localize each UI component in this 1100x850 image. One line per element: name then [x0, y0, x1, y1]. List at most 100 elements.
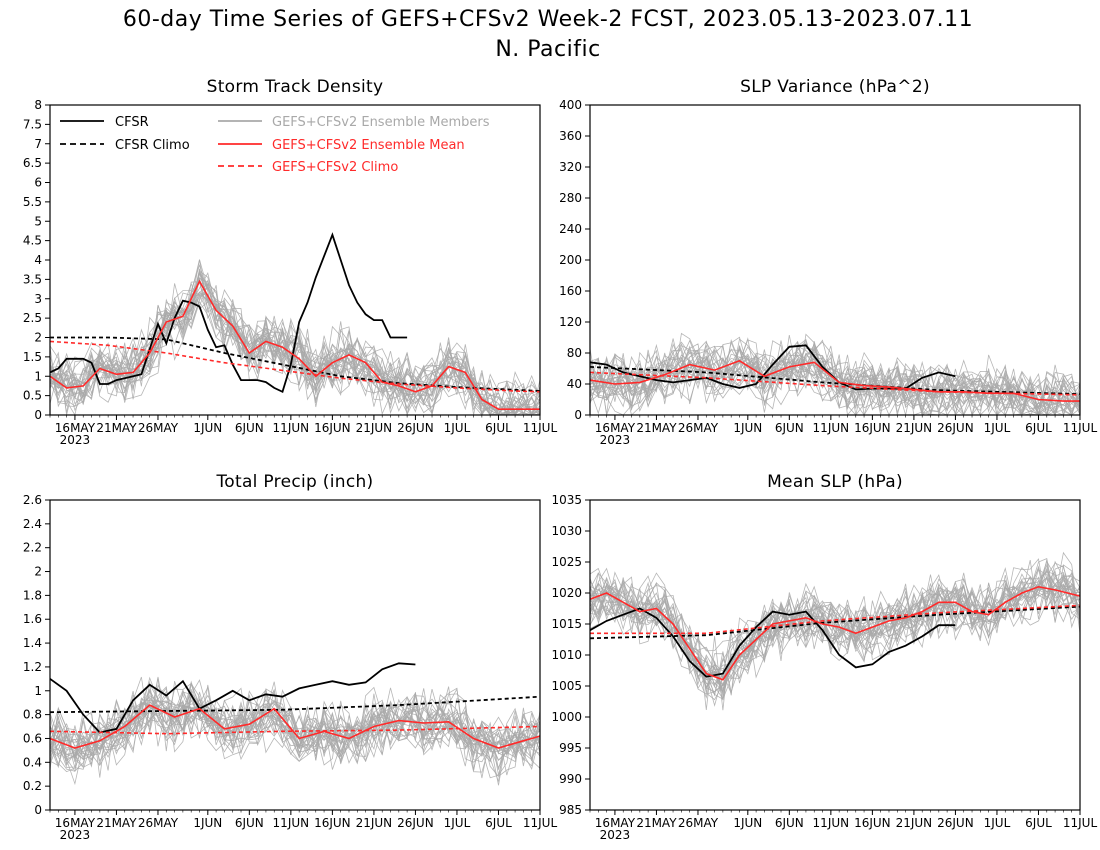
ensemble-member-line: [50, 695, 540, 763]
ensemble-member-line: [50, 277, 540, 415]
series-line-cfsr: [50, 662, 416, 734]
x-tick-label: 6JUN: [235, 421, 264, 435]
x-axis: 16MAY 21MAY 26MAY 1JUN 6JUN 11JUN 16JUN 21JUN 26…: [49, 810, 557, 842]
chart-panel-total-precip-inch: Total Precip (inch) 0 0.2 0.4 0.6 0.8 1 1.2 1.4 1…: [23, 472, 558, 842]
y-tick-label: 1.6: [23, 612, 42, 626]
y-tick-label: 1: [34, 369, 42, 383]
y-tick-label: 1: [34, 684, 42, 698]
y-tick-label: 0: [34, 803, 42, 817]
y-tick-label: 3.5: [23, 272, 42, 286]
y-tick-label: 1.2: [23, 660, 42, 674]
x-tick-label: 11JUN: [273, 816, 310, 830]
x-tick-label: 21MAY: [96, 816, 137, 830]
y-tick-label: 0: [574, 408, 582, 422]
series-line-gefs-cfsv2-climo: [590, 604, 1080, 635]
x-tick-label: 16JUN: [314, 421, 351, 435]
x-tick-label: 16JUN: [854, 816, 891, 830]
ensemble-member-line: [50, 688, 540, 760]
x-year-label: 2023: [600, 828, 631, 842]
x-tick-label: 1JUL: [444, 816, 471, 830]
legend-label-cfsr: CFSR: [115, 115, 149, 130]
x-tick-label: 21MAY: [636, 816, 677, 830]
series-line-cfsr-climo: [590, 605, 1080, 640]
x-tick-label: 16JUN: [854, 421, 891, 435]
legend-label-gefs-cfsv2-climo: GEFS+CFSv2 Climo: [272, 160, 398, 175]
y-tick-label: 4: [34, 253, 42, 267]
plot-frame: [49, 499, 541, 811]
y-tick-label: 1025: [551, 555, 582, 569]
y-tick-label: 2: [34, 565, 42, 579]
x-tick-label: 1JUL: [984, 816, 1011, 830]
x-tick-label: 26MAY: [678, 816, 719, 830]
y-tick-label: 0.2: [23, 779, 42, 793]
y-axis: 0 40 80 120 160 200 240 280 320 360 400: [559, 98, 590, 422]
x-tick-label: 26JUN: [397, 421, 434, 435]
y-tick-label: 0.6: [23, 731, 42, 745]
x-tick-label: 6JUL: [485, 421, 512, 435]
y-tick-label: 8: [34, 98, 42, 112]
panel-title: SLP Variance (hPa^2): [740, 77, 930, 97]
series-line-gefs-cfsv2-climo: [50, 725, 540, 735]
x-tick-label: 26JUN: [397, 816, 434, 830]
y-tick-label: 990: [559, 772, 582, 786]
y-tick-label: 995: [559, 741, 582, 755]
legend-label-cfsr-climo: CFSR Climo: [115, 138, 190, 153]
plot-area: [590, 551, 1080, 711]
x-tick-label: 16MAY: [55, 816, 96, 830]
x-tick-label: 1JUL: [444, 421, 471, 435]
y-axis: 985 990 995 1000 1005 1010 1015 1020 1025 1030 103…: [551, 493, 590, 817]
x-tick-label: 21JUN: [896, 816, 933, 830]
ensemble-member-line: [590, 340, 1080, 415]
ensemble-member-line: [50, 259, 540, 415]
ensemble-member-line: [590, 344, 1080, 415]
x-tick-label: 26MAY: [138, 816, 179, 830]
y-tick-label: 7: [34, 137, 42, 151]
ensemble-member-line: [50, 293, 540, 415]
legend-label-gefs-cfsv2-ensemble-mean: GEFS+CFSv2 Ensemble Mean: [272, 138, 465, 153]
x-tick-label: 11JUN: [813, 421, 850, 435]
series-line-gefs-cfsv2-climo: [50, 340, 540, 393]
series-line-cfsr: [590, 607, 956, 678]
y-tick-label: 80: [567, 346, 582, 360]
x-tick-label: 11JUN: [273, 421, 310, 435]
y-tick-label: 160: [559, 284, 582, 298]
y-tick-label: 2.4: [23, 517, 42, 531]
series-line-cfsr-climo: [50, 695, 540, 714]
plot-area: [50, 662, 540, 786]
x-tick-label: 21JUN: [896, 421, 933, 435]
series-line-cfsr-climo: [590, 366, 1080, 395]
y-tick-label: 280: [559, 191, 582, 205]
x-tick-label: 16MAY: [55, 421, 96, 435]
ensemble-member-line: [50, 694, 540, 762]
ensemble-member-line: [590, 558, 1080, 673]
panels: Storm Track Density 0 0.5 1 1.5 2 2.5 3 3.5 4 4.5 5…: [23, 77, 1098, 842]
x-tick-label: 21MAY: [636, 421, 677, 435]
ensemble-member-line: [590, 343, 1080, 415]
y-tick-label: 1010: [551, 648, 582, 662]
chart-panel-mean-slp-hpa: Mean SLP (hPa) 985 990 995 1000 1005 1010 1015 1…: [551, 472, 1097, 842]
ensemble-member-line: [50, 270, 540, 415]
y-tick-label: 5: [34, 214, 42, 228]
y-tick-label: 1.8: [23, 588, 42, 602]
plot-area: [50, 232, 540, 415]
y-tick-label: 7.5: [23, 117, 42, 131]
y-tick-label: 2: [34, 331, 42, 345]
x-tick-label: 26JUN: [937, 816, 974, 830]
ensemble-member-line: [590, 577, 1080, 686]
y-tick-label: 0: [34, 408, 42, 422]
y-tick-label: 0.5: [23, 389, 42, 403]
legend-label-gefs-cfsv2-ensemble-members: GEFS+CFSv2 Ensemble Members: [272, 115, 490, 130]
y-tick-label: 40: [567, 377, 582, 391]
y-tick-label: 240: [559, 222, 582, 236]
x-tick-label: 16MAY: [595, 816, 636, 830]
legend: CFSR CFSR Climo GEFS+CFSv2 Ensemble Member…: [60, 115, 490, 175]
series-line-gefs-cfsv2-ensemble-mean: [50, 279, 540, 411]
series-line-gefs-cfsv2-climo: [590, 371, 1080, 396]
y-tick-label: 2.6: [23, 493, 42, 507]
ensemble-member-line: [590, 343, 1080, 415]
ensemble-member-line: [590, 341, 1080, 415]
series-line-gefs-cfsv2-ensemble-mean: [50, 704, 540, 749]
chart-panel-slp-variance-hpa-2: SLP Variance (hPa^2) 0 40 80 120 160 200 240 280…: [559, 77, 1097, 447]
panel-title: Storm Track Density: [207, 77, 384, 97]
ensemble-member-line: [590, 339, 1080, 415]
